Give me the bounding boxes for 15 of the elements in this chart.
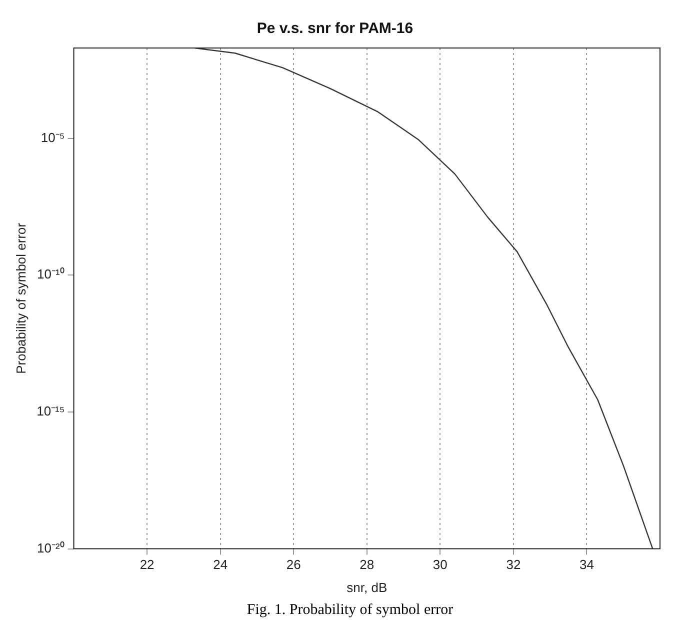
caption: Fig. 1. Probability of symbol error <box>246 602 454 619</box>
x-tick-label: 24 <box>213 557 228 572</box>
y-tick-label: 10⁻²⁰ <box>36 540 65 556</box>
x-tick-label: 28 <box>360 557 374 572</box>
y-tick-label: 10⁻⁵ <box>40 130 65 145</box>
y-axis-title: Probability of symbol error <box>13 222 28 374</box>
x-tick-label: 22 <box>140 557 154 572</box>
y-tick-label: 10⁻¹⁵ <box>36 404 65 419</box>
x-tick-label: 34 <box>579 557 594 572</box>
x-tick-label: 30 <box>432 557 448 572</box>
x-axis-title: snr, dB <box>346 580 388 595</box>
x-tick-label: 26 <box>286 557 301 572</box>
x-tick-label: 32 <box>506 557 521 572</box>
chart-title: Pe v.s. snr for PAM-16 <box>256 20 414 38</box>
y-tick-label: 10⁻¹⁰ <box>36 266 65 282</box>
